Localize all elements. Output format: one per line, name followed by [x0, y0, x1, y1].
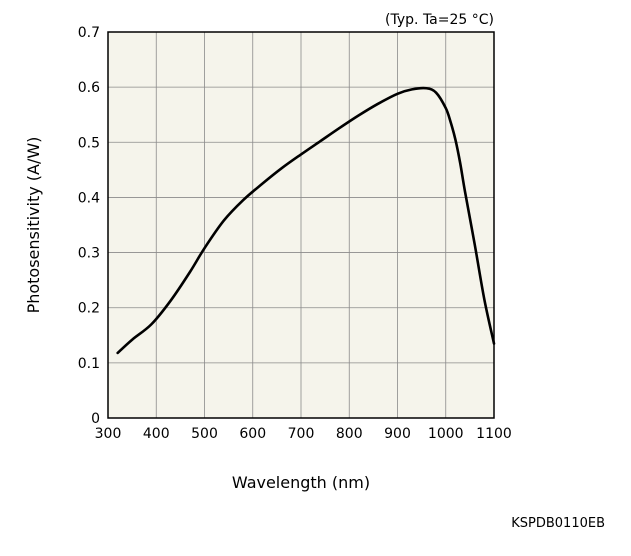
x-tick-label: 900 — [384, 426, 411, 442]
x-tick-labels: 300 400 500 600 700 800 900 1000 1100 — [95, 426, 512, 442]
x-axis-title: Wavelength (nm) — [232, 473, 370, 492]
x-tick-label: 1000 — [428, 426, 464, 442]
x-tick-label: 700 — [288, 426, 315, 442]
series-layer — [116, 86, 496, 355]
y-tick-label: 0.2 — [78, 301, 100, 317]
y-axis-title: Photosensitivity (A/W) — [24, 137, 43, 314]
y-tick-label: 0.3 — [78, 246, 100, 262]
grid-lines — [108, 32, 494, 418]
y-tick-label: 0.6 — [78, 80, 100, 96]
y-tick-label: 0.4 — [78, 190, 100, 206]
photosensitivity-curve — [116, 86, 496, 355]
x-tick-label: 400 — [143, 426, 170, 442]
y-tick-label: 0.1 — [78, 356, 100, 372]
y-tick-labels: 0 0.1 0.2 0.3 0.4 0.5 0.6 0.7 — [78, 25, 100, 427]
y-tick-label: 0.5 — [78, 135, 100, 151]
x-tick-label: 800 — [336, 426, 363, 442]
x-tick-label: 600 — [239, 426, 266, 442]
document-code: KSPDB0110EB — [511, 516, 605, 531]
annotation-label: (Typ. Ta=25 °C) — [385, 12, 494, 28]
y-tick-label: 0 — [91, 411, 100, 427]
plot-border — [107, 31, 495, 419]
x-tick-label: 1100 — [476, 426, 512, 442]
x-tick-label: 300 — [95, 426, 122, 442]
y-tick-label: 0.7 — [78, 25, 100, 41]
x-tick-label: 500 — [191, 426, 218, 442]
